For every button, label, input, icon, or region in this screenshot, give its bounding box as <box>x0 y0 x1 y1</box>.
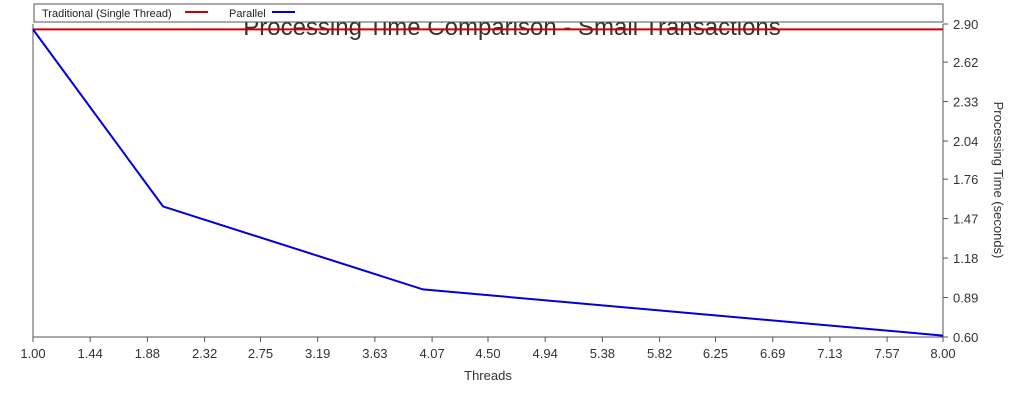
y-tick-label: 0.60 <box>953 330 978 345</box>
y-tick-label: 1.76 <box>953 172 978 187</box>
x-tick-label: 1.88 <box>135 346 160 361</box>
x-tick-label: 1.44 <box>78 346 103 361</box>
x-tick-label: 1.00 <box>20 346 45 361</box>
x-tick-label: 2.75 <box>248 346 273 361</box>
x-tick-label: 6.25 <box>703 346 728 361</box>
legend-label-traditional: Traditional (Single Thread) <box>42 8 172 20</box>
y-tick-label: 2.33 <box>953 95 978 110</box>
x-axis-title: Threads <box>464 368 512 383</box>
x-tick-label: 7.57 <box>874 346 899 361</box>
x-tick-label: 2.32 <box>192 346 217 361</box>
x-tick-group: 1.00 1.44 1.88 2.32 2.75 3.19 3.63 4.07 4.50 4.94… <box>20 337 956 361</box>
legend: Traditional (Single Thread) Parallel <box>33 3 944 23</box>
x-tick-label: 5.82 <box>647 346 672 361</box>
y-tick-group: 0.60 0.89 1.18 1.47 1.76 2.04 2.33 2.62 2.90 <box>943 17 978 345</box>
y-axis-title: Processing Time (seconds) <box>991 102 1006 259</box>
y-tick-label: 2.04 <box>953 134 978 149</box>
y-tick-label: 1.47 <box>953 212 978 227</box>
x-tick-label: 4.07 <box>419 346 444 361</box>
y-tick-label: 2.90 <box>953 17 978 32</box>
x-tick-label: 4.94 <box>533 346 558 361</box>
series-line-parallel <box>32 28 944 337</box>
x-tick-label: 7.13 <box>817 346 842 361</box>
x-tick-label: 6.69 <box>760 346 785 361</box>
x-tick-label: 5.38 <box>590 346 615 361</box>
x-tick-label: 3.63 <box>362 346 387 361</box>
x-tick-label: 3.19 <box>305 346 330 361</box>
x-tick-label: 4.50 <box>475 346 500 361</box>
legend-label-parallel: Parallel <box>229 8 266 20</box>
y-tick-label: 2.62 <box>953 55 978 70</box>
series-layer <box>32 28 944 337</box>
legend-box <box>33 3 944 23</box>
y-tick-label: 1.18 <box>953 251 978 266</box>
y-tick-label: 0.89 <box>953 291 978 306</box>
x-tick-label: 8.00 <box>930 346 955 361</box>
